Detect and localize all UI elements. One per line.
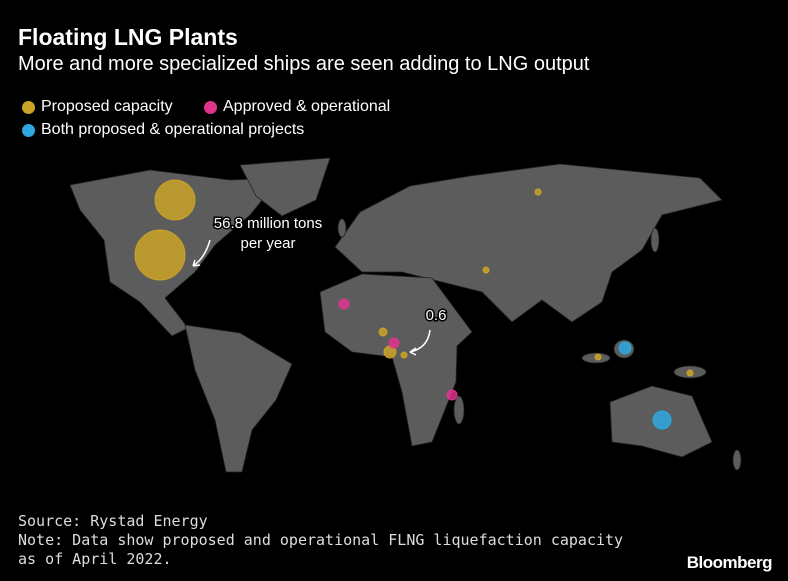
bubble (400, 351, 408, 359)
annotation: 56.8 million tons (214, 215, 322, 232)
arrows (192, 239, 431, 356)
source: Source: Rystad Energy (18, 512, 208, 530)
annotation: 0.6 (426, 307, 447, 324)
note: Note: Data show proposed and operational… (18, 531, 624, 568)
legend-label: Proposed capacity (41, 98, 173, 115)
annotation: per year (240, 235, 295, 252)
legend-item: Approved & operational (204, 98, 390, 116)
bubble (686, 369, 694, 377)
legend-item: Both proposed & operational projects (22, 121, 304, 139)
bubble (446, 389, 458, 401)
bubble (378, 327, 388, 337)
legend-swatch (22, 100, 35, 114)
bubble (482, 266, 490, 274)
legend-item: Proposed capacity (22, 98, 173, 116)
legend-swatch (22, 123, 35, 137)
bubble (388, 337, 400, 349)
brand: Bloomberg (686, 553, 773, 572)
title: Floating LNG Plants (18, 24, 238, 50)
bubble (154, 179, 196, 221)
map: 56.8 million tons per year 0.6 (69, 157, 742, 473)
bubble (652, 410, 672, 430)
legend-label: Approved & operational (223, 98, 391, 115)
bubble (618, 341, 632, 355)
legend-label: Both proposed & operational projects (41, 121, 305, 138)
legend-swatch (204, 100, 217, 114)
bubble (534, 188, 542, 196)
bubble (134, 229, 186, 281)
bubble (594, 353, 602, 361)
subtitle: More and more specialized ships are seen… (18, 53, 590, 75)
bubble (338, 298, 350, 310)
